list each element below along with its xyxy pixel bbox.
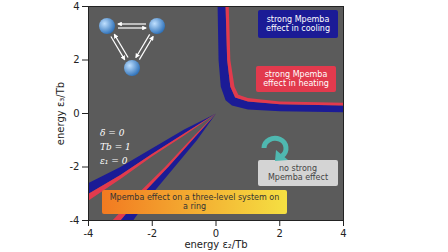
- html-text:no strong Mpemba effect: no strong Mpemba effect: [267, 163, 328, 182]
- svg-text:-2: -2: [147, 228, 157, 239]
- svg-text:2: 2: [73, 54, 79, 65]
- html-text:ε₁ = 0: ε₁ = 0: [100, 156, 128, 166]
- svg-text:-2: -2: [70, 161, 80, 172]
- svg-text:2: 2: [277, 228, 283, 239]
- html-text:Tb = 1: Tb = 1: [100, 142, 131, 152]
- html-text:Mpemba effect on a three-level: Mpemba effect on a three-level system on…: [109, 192, 280, 211]
- html-text:strong Mpemba effect in heatin: strong Mpemba effect in heating: [263, 69, 329, 88]
- svg-text:-4: -4: [84, 228, 94, 239]
- svg-text:4: 4: [340, 228, 346, 239]
- svg-text:-4: -4: [70, 215, 80, 226]
- html-text:δ = 0: δ = 0: [100, 128, 125, 138]
- svg-text:4: 4: [73, 1, 79, 12]
- svg-text:energy ε₃/Tb: energy ε₃/Tb: [55, 82, 66, 145]
- svg-text:energy ε₂/Tb: energy ε₂/Tb: [184, 239, 247, 250]
- svg-text:0: 0: [213, 228, 219, 239]
- html-text:strong Mpemba effect in coolin: strong Mpemba effect in cooling: [266, 14, 330, 33]
- svg-text:0: 0: [73, 108, 79, 119]
